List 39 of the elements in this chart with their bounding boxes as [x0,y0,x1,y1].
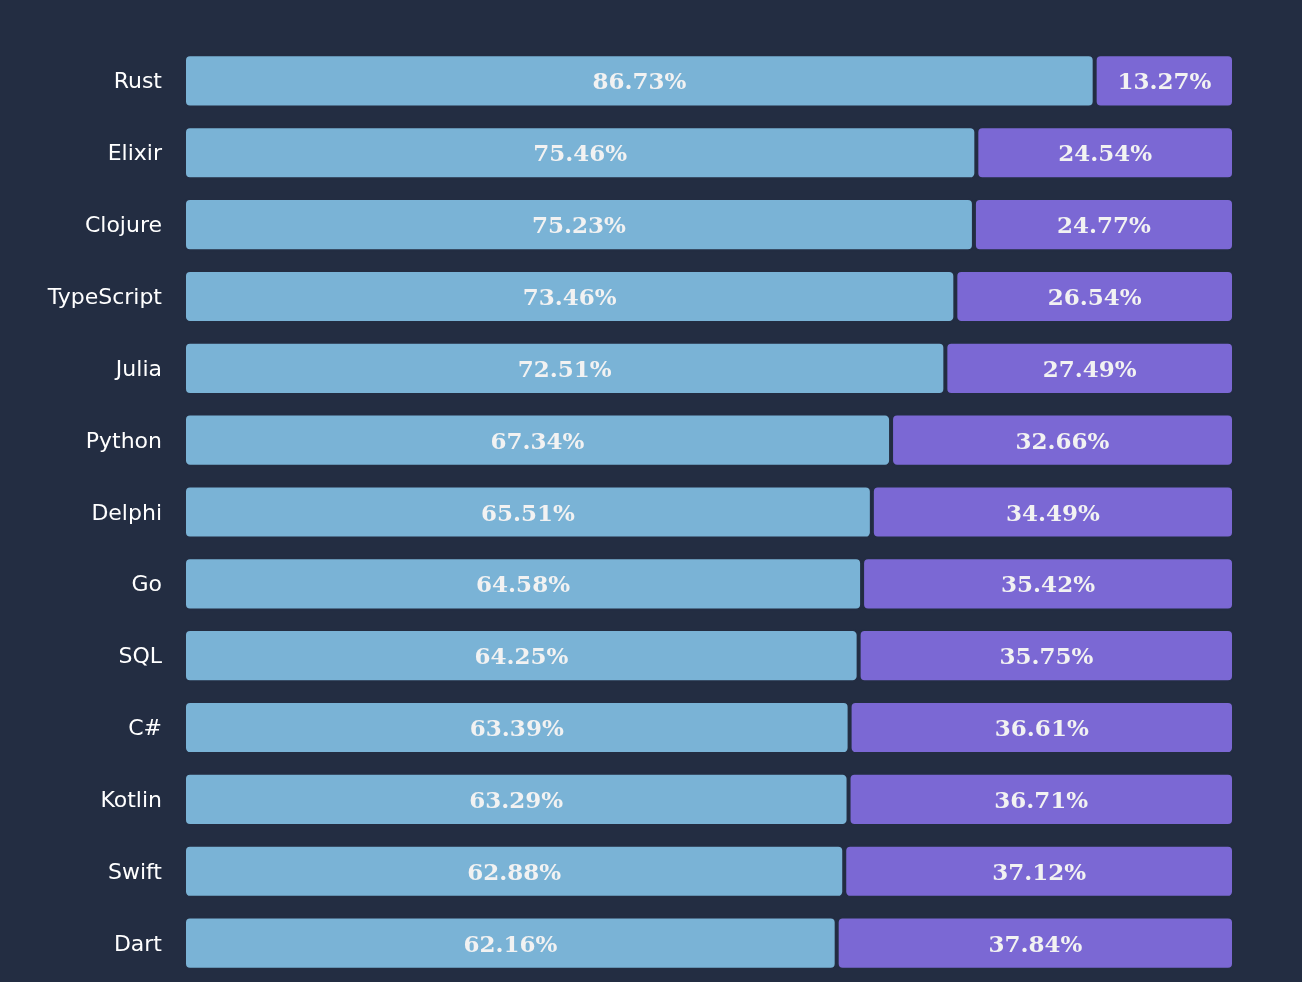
data-label: 75.23% [532,211,627,239]
data-label: 67.34% [490,426,585,454]
y-tick-label: Kotlin [100,786,162,812]
data-label: 64.58% [476,570,571,598]
y-tick-label: Python [85,427,162,453]
data-label: 37.12% [992,857,1087,885]
data-label: 73.46% [522,282,617,310]
y-tick-label: Julia [113,355,162,381]
data-label: 72.51% [517,354,612,382]
data-label: 24.77% [1057,211,1152,239]
data-label: 26.54% [1047,282,1142,310]
y-tick-label: Delphi [91,499,162,525]
y-tick-label: Dart [113,930,163,956]
data-label: 27.49% [1042,354,1137,382]
y-tick-label: C# [128,715,162,741]
data-label: 62.16% [463,929,558,957]
y-tick-label: Elixir [107,140,163,166]
data-label: 35.42% [1001,570,1096,598]
data-label: 86.73% [592,67,687,95]
y-tick-label: TypeScript [46,283,163,309]
y-tick-label: Swift [107,858,163,884]
data-label: 37.84% [988,929,1083,957]
y-tick-label: Go [131,571,162,597]
data-label: 24.54% [1058,139,1153,167]
data-label: 36.61% [994,714,1089,742]
data-label: 62.88% [467,857,562,885]
data-label: 32.66% [1015,426,1110,454]
data-label: 35.75% [999,642,1094,670]
data-label: 63.29% [469,785,564,813]
y-tick-label: Clojure [84,212,162,238]
data-label: 13.27% [1117,67,1212,95]
data-label: 75.46% [533,139,628,167]
y-tick-label: SQL [118,643,163,669]
data-label: 64.25% [474,642,569,670]
data-label: 63.39% [469,714,564,742]
y-tick-label: Rust [113,68,163,94]
data-label: 65.51% [480,498,575,526]
data-label: 34.49% [1005,498,1100,526]
data-label: 36.71% [994,785,1089,813]
